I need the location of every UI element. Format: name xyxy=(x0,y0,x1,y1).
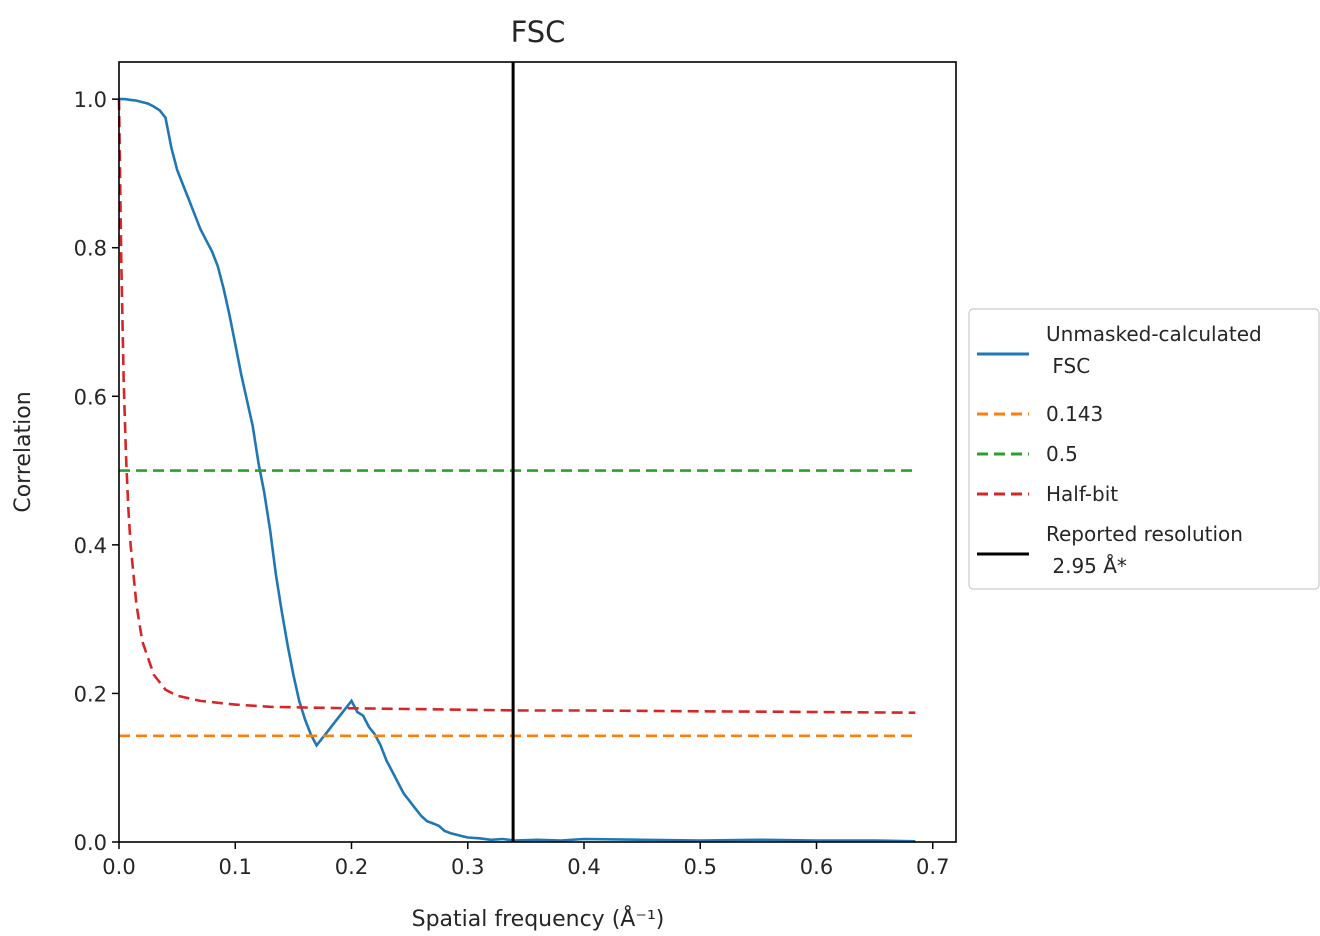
x-tick-label: 0.1 xyxy=(219,855,252,879)
legend-box xyxy=(968,308,1320,590)
plot-lines xyxy=(117,62,916,843)
x-tick-label: 0.5 xyxy=(684,855,717,879)
legend-label-3: Half-bit xyxy=(1046,482,1118,506)
y-tick-label: 0.4 xyxy=(74,534,107,558)
x-tick-label: 0.2 xyxy=(335,855,368,879)
y-axis-ticks: 0.0 0.2 0.4 0.6 0.8 1.0 xyxy=(74,88,119,855)
y-tick-label: 1.0 xyxy=(74,88,107,112)
legend-items: Unmasked-calculated FSC 0.143 0.5 Half-bit R… xyxy=(977,322,1262,578)
y-tick-label: 0.8 xyxy=(74,237,107,261)
x-tick-label: 0.7 xyxy=(916,855,949,879)
y-axis-label: Correlation xyxy=(11,391,36,512)
y-tick-label: 0.6 xyxy=(74,385,107,409)
legend: Unmasked-calculated FSC 0.143 0.5 Half-bit R… xyxy=(968,308,1320,590)
legend-label-0: Unmasked-calculated FSC xyxy=(1046,322,1262,378)
x-tick-label: 0.4 xyxy=(567,855,600,879)
x-axis-ticks: 0.0 0.1 0.2 0.3 0.4 0.5 0.6 0.7 xyxy=(102,842,949,879)
legend-label-2: 0.5 xyxy=(1046,442,1078,466)
legend-label-1: 0.143 xyxy=(1046,402,1103,426)
plot-frame xyxy=(118,61,957,843)
chart-title: FSC xyxy=(511,15,566,49)
series-line-0 xyxy=(119,97,916,843)
x-tick-label: 0.6 xyxy=(800,855,833,879)
y-tick-label: 0.2 xyxy=(74,682,107,706)
x-axis-label: Spatial frequency (Å⁻¹) xyxy=(412,905,665,932)
series-line-3 xyxy=(117,99,916,714)
legend-label-4: Reported resolution 2.95 Å* xyxy=(1046,522,1243,578)
x-tick-label: 0.0 xyxy=(102,855,135,879)
y-tick-label: 0.0 xyxy=(74,831,107,855)
x-tick-label: 0.3 xyxy=(451,855,484,879)
